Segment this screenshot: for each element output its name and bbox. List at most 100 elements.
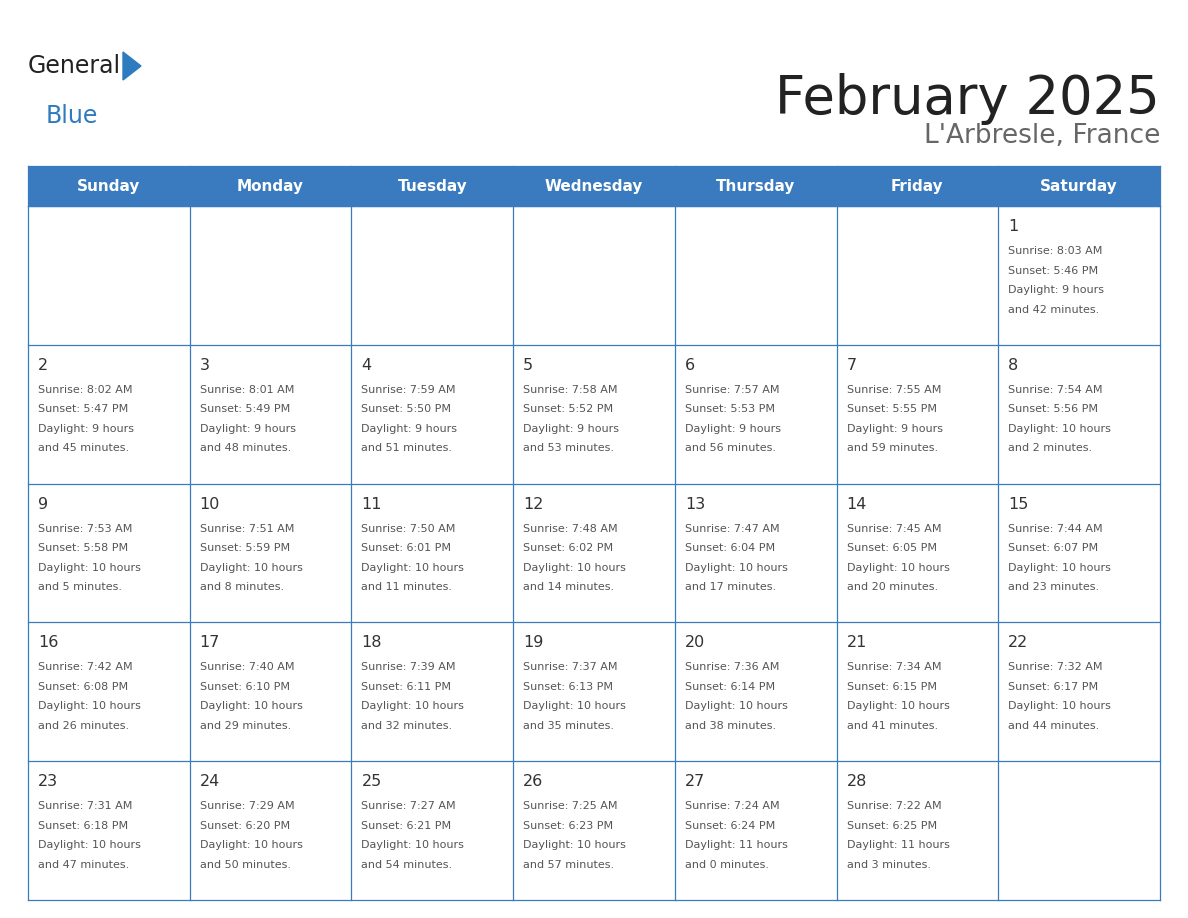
Text: Sunrise: 7:25 AM: Sunrise: 7:25 AM [523, 801, 618, 812]
Text: 25: 25 [361, 774, 381, 789]
Text: Sunset: 6:14 PM: Sunset: 6:14 PM [684, 682, 775, 692]
Text: Sunset: 6:01 PM: Sunset: 6:01 PM [361, 543, 451, 554]
Bar [836, 484, 998, 622]
Text: 15: 15 [1009, 497, 1029, 511]
Text: and 8 minutes.: and 8 minutes. [200, 582, 284, 592]
Text: and 14 minutes.: and 14 minutes. [523, 582, 614, 592]
Text: Sunrise: 7:37 AM: Sunrise: 7:37 AM [523, 663, 618, 672]
Bar [190, 484, 352, 622]
Bar [836, 206, 998, 345]
Text: Sunrise: 7:36 AM: Sunrise: 7:36 AM [684, 663, 779, 672]
Text: Friday: Friday [891, 178, 943, 194]
Text: February 2025: February 2025 [776, 73, 1159, 125]
Text: Sunrise: 8:03 AM: Sunrise: 8:03 AM [1009, 246, 1102, 256]
Text: Daylight: 10 hours: Daylight: 10 hours [361, 701, 465, 711]
Text: Blue: Blue [46, 104, 99, 128]
Text: Sunset: 5:52 PM: Sunset: 5:52 PM [523, 404, 613, 414]
Text: 28: 28 [847, 774, 867, 789]
Text: Sunset: 6:04 PM: Sunset: 6:04 PM [684, 543, 775, 554]
Bar [836, 622, 998, 761]
Bar [513, 761, 675, 900]
Text: Sunset: 5:46 PM: Sunset: 5:46 PM [1009, 265, 1099, 275]
Text: Sunrise: 7:42 AM: Sunrise: 7:42 AM [38, 663, 133, 672]
Text: Sunrise: 7:39 AM: Sunrise: 7:39 AM [361, 663, 456, 672]
Bar [998, 484, 1159, 622]
Text: Sunrise: 8:02 AM: Sunrise: 8:02 AM [38, 385, 133, 395]
Bar [29, 206, 190, 345]
Text: Daylight: 9 hours: Daylight: 9 hours [1009, 285, 1105, 295]
Text: Daylight: 10 hours: Daylight: 10 hours [361, 840, 465, 850]
Bar [352, 206, 513, 345]
Text: Sunrise: 7:34 AM: Sunrise: 7:34 AM [847, 663, 941, 672]
Text: 20: 20 [684, 635, 706, 650]
Bar [836, 761, 998, 900]
Text: and 44 minutes.: and 44 minutes. [1009, 721, 1100, 731]
Bar [352, 345, 513, 484]
Bar [998, 761, 1159, 900]
Text: Sunrise: 7:27 AM: Sunrise: 7:27 AM [361, 801, 456, 812]
Text: and 38 minutes.: and 38 minutes. [684, 721, 776, 731]
Text: Sunrise: 7:48 AM: Sunrise: 7:48 AM [523, 523, 618, 533]
Text: 23: 23 [38, 774, 58, 789]
Text: 14: 14 [847, 497, 867, 511]
Text: Daylight: 10 hours: Daylight: 10 hours [847, 563, 949, 573]
Text: Daylight: 9 hours: Daylight: 9 hours [38, 424, 134, 434]
Text: Sunrise: 7:44 AM: Sunrise: 7:44 AM [1009, 523, 1102, 533]
Text: and 2 minutes.: and 2 minutes. [1009, 443, 1093, 453]
Text: Sunrise: 7:54 AM: Sunrise: 7:54 AM [1009, 385, 1102, 395]
Text: and 54 minutes.: and 54 minutes. [361, 859, 453, 869]
Bar [29, 345, 190, 484]
Text: Daylight: 10 hours: Daylight: 10 hours [361, 563, 465, 573]
Bar [675, 345, 836, 484]
Text: and 23 minutes.: and 23 minutes. [1009, 582, 1099, 592]
Text: Daylight: 10 hours: Daylight: 10 hours [523, 701, 626, 711]
Text: Sunset: 6:11 PM: Sunset: 6:11 PM [361, 682, 451, 692]
Text: Wednesday: Wednesday [545, 178, 643, 194]
Bar [998, 206, 1159, 345]
Text: Sunrise: 7:58 AM: Sunrise: 7:58 AM [523, 385, 618, 395]
Text: 13: 13 [684, 497, 706, 511]
Bar [352, 761, 513, 900]
Text: Sunrise: 7:31 AM: Sunrise: 7:31 AM [38, 801, 132, 812]
Bar [513, 345, 675, 484]
Text: Sunrise: 7:22 AM: Sunrise: 7:22 AM [847, 801, 941, 812]
Text: and 53 minutes.: and 53 minutes. [523, 443, 614, 453]
Text: Sunrise: 7:55 AM: Sunrise: 7:55 AM [847, 385, 941, 395]
Bar [352, 484, 513, 622]
Text: Sunset: 5:59 PM: Sunset: 5:59 PM [200, 543, 290, 554]
Text: Daylight: 10 hours: Daylight: 10 hours [1009, 701, 1111, 711]
Text: Sunset: 6:07 PM: Sunset: 6:07 PM [1009, 543, 1099, 554]
Text: Sunrise: 7:29 AM: Sunrise: 7:29 AM [200, 801, 295, 812]
Text: 26: 26 [523, 774, 543, 789]
Bar [675, 206, 836, 345]
Text: 22: 22 [1009, 635, 1029, 650]
Text: Sunrise: 7:40 AM: Sunrise: 7:40 AM [200, 663, 295, 672]
Text: Daylight: 10 hours: Daylight: 10 hours [38, 701, 141, 711]
Bar [675, 622, 836, 761]
Text: Daylight: 11 hours: Daylight: 11 hours [684, 840, 788, 850]
Text: Saturday: Saturday [1041, 178, 1118, 194]
Text: and 5 minutes.: and 5 minutes. [38, 582, 122, 592]
Text: Sunset: 6:21 PM: Sunset: 6:21 PM [361, 821, 451, 831]
Text: 5: 5 [523, 358, 533, 373]
Text: Sunset: 6:10 PM: Sunset: 6:10 PM [200, 682, 290, 692]
Text: and 57 minutes.: and 57 minutes. [523, 859, 614, 869]
Bar [190, 206, 352, 345]
Text: and 29 minutes.: and 29 minutes. [200, 721, 291, 731]
Bar [675, 484, 836, 622]
Text: and 56 minutes.: and 56 minutes. [684, 443, 776, 453]
Text: General: General [29, 54, 121, 78]
Bar [836, 345, 998, 484]
Text: Daylight: 9 hours: Daylight: 9 hours [200, 424, 296, 434]
Text: L'Arbresle, France: L'Arbresle, France [923, 123, 1159, 149]
Text: Sunset: 6:02 PM: Sunset: 6:02 PM [523, 543, 613, 554]
Text: Sunrise: 7:57 AM: Sunrise: 7:57 AM [684, 385, 779, 395]
Text: Sunset: 5:53 PM: Sunset: 5:53 PM [684, 404, 775, 414]
Text: and 20 minutes.: and 20 minutes. [847, 582, 937, 592]
Text: Daylight: 10 hours: Daylight: 10 hours [847, 701, 949, 711]
Text: 4: 4 [361, 358, 372, 373]
Text: Sunset: 6:17 PM: Sunset: 6:17 PM [1009, 682, 1099, 692]
Text: Sunrise: 7:50 AM: Sunrise: 7:50 AM [361, 523, 456, 533]
Text: and 3 minutes.: and 3 minutes. [847, 859, 930, 869]
Bar [29, 484, 190, 622]
